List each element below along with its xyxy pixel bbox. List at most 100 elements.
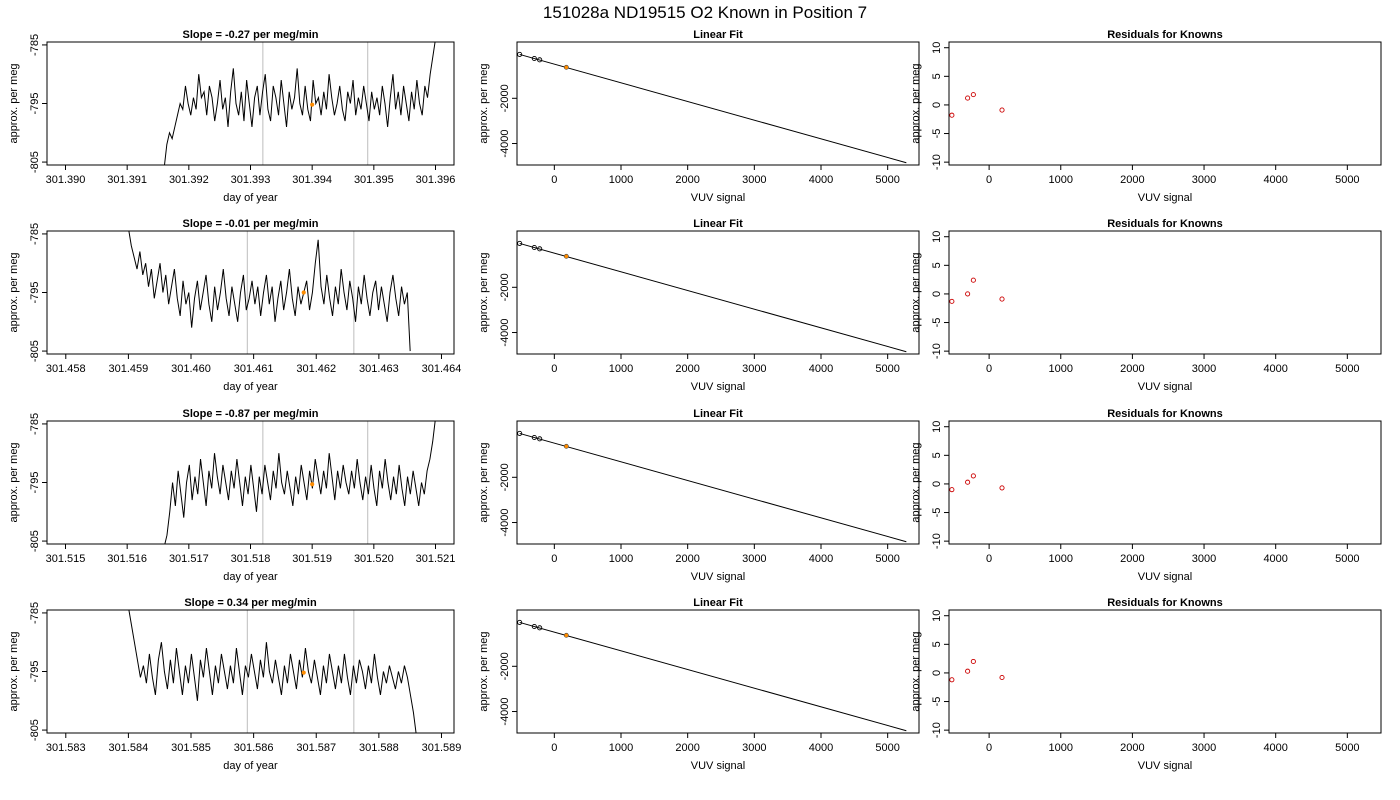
y-tick-label: -10 bbox=[931, 722, 943, 738]
x-axis-label: VUV signal bbox=[691, 192, 745, 204]
y-axis-label: approx. per meg bbox=[8, 442, 20, 522]
x-tick-label: 2000 bbox=[675, 363, 699, 375]
data-point bbox=[517, 240, 523, 246]
data-point bbox=[949, 677, 955, 683]
data-point bbox=[517, 51, 523, 57]
x-tick-label: 301.588 bbox=[359, 742, 399, 754]
x-tick-label: 301.463 bbox=[359, 363, 399, 375]
y-tick-label: -5 bbox=[931, 508, 943, 518]
x-tick-label: 3000 bbox=[1192, 742, 1216, 754]
data-point bbox=[970, 658, 976, 665]
x-tick-label: 301.462 bbox=[296, 363, 336, 375]
x-tick-label: 2000 bbox=[675, 553, 699, 565]
panel-title: Slope = -0.01 per meg/min bbox=[182, 218, 318, 230]
x-tick-label: 4000 bbox=[809, 363, 833, 375]
panel-trace-row2: Slope = -0.01 per meg/min 301.458 301.459 3… bbox=[8, 218, 461, 393]
x-tick-label: 0 bbox=[986, 553, 992, 565]
x-tick-label: 301.520 bbox=[354, 553, 394, 565]
x-tick-label: 4000 bbox=[809, 553, 833, 565]
x-tick-label: 3000 bbox=[742, 742, 766, 754]
data-point bbox=[999, 485, 1005, 491]
y-tick-label: 10 bbox=[931, 231, 943, 243]
x-tick-label: 301.583 bbox=[46, 742, 86, 754]
y-axis-label: approx. per meg bbox=[8, 252, 20, 332]
x-tick-label: 5000 bbox=[1335, 363, 1359, 375]
data-point bbox=[531, 244, 537, 251]
x-tick-label: 4000 bbox=[1263, 363, 1287, 375]
data-point bbox=[517, 619, 523, 625]
x-tick-label: 301.585 bbox=[171, 742, 211, 754]
x-tick-label: 2000 bbox=[1120, 174, 1144, 186]
x-tick-label: 0 bbox=[986, 363, 992, 375]
x-tick-label: 2000 bbox=[675, 742, 699, 754]
plot-frame bbox=[516, 41, 920, 166]
y-tick-label: -10 bbox=[931, 154, 943, 170]
plot-frame bbox=[948, 420, 1382, 545]
x-tick-label: 0 bbox=[551, 742, 557, 754]
panel-grid: Slope = -0.27 per meg/min 301.390 301.391 3… bbox=[8, 29, 1382, 772]
data-point bbox=[517, 430, 523, 436]
panel-residuals-row4: Residuals for Knowns 0 1000 2000 3000 4000 500… bbox=[910, 597, 1382, 772]
x-tick-label: 3000 bbox=[742, 363, 766, 375]
plot-frame bbox=[516, 230, 920, 355]
y-tick-label: 5 bbox=[931, 262, 943, 268]
data-point bbox=[531, 434, 537, 441]
x-tick-label: 2000 bbox=[1120, 553, 1144, 565]
plot-frame bbox=[516, 609, 920, 734]
y-tick-label: -2000 bbox=[499, 84, 511, 112]
x-tick-label: 0 bbox=[986, 174, 992, 186]
x-tick-label: 4000 bbox=[1263, 553, 1287, 565]
y-tick-label: 0 bbox=[931, 481, 943, 487]
fit-line bbox=[519, 621, 907, 732]
x-tick-label: 3000 bbox=[1192, 553, 1216, 565]
plot-frame bbox=[948, 41, 1382, 166]
y-tick-label: -4000 bbox=[499, 697, 511, 725]
y-tick-label: -2000 bbox=[499, 273, 511, 301]
panel-trace-row3: Slope = -0.87 per meg/min 301.515 301.516 3… bbox=[8, 408, 455, 583]
panel-title: Residuals for Knowns bbox=[1107, 29, 1223, 41]
panel-trace-row4: Slope = 0.34 per meg/min 301.583 301.584 30… bbox=[8, 597, 461, 772]
x-tick-label: 5000 bbox=[1335, 742, 1359, 754]
x-tick-label: 5000 bbox=[1335, 174, 1359, 186]
unknown-marker bbox=[301, 670, 306, 675]
unknown-marker bbox=[563, 632, 569, 638]
x-tick-label: 301.586 bbox=[234, 742, 274, 754]
x-tick-label: 301.464 bbox=[422, 363, 462, 375]
plot-frame bbox=[516, 420, 920, 545]
x-axis-label: day of year bbox=[223, 381, 278, 393]
x-tick-label: 301.589 bbox=[422, 742, 462, 754]
x-tick-label: 1000 bbox=[1049, 553, 1073, 565]
x-axis-label: day of year bbox=[223, 571, 278, 583]
x-tick-label: 301.396 bbox=[416, 174, 456, 186]
x-tick-label: 301.393 bbox=[231, 174, 271, 186]
x-tick-label: 4000 bbox=[809, 742, 833, 754]
unknown-marker bbox=[563, 253, 569, 259]
y-tick-label: -4000 bbox=[499, 129, 511, 157]
unknown-marker bbox=[310, 482, 315, 487]
panel-title: Residuals for Knowns bbox=[1107, 597, 1223, 609]
x-tick-label: 2000 bbox=[1120, 742, 1144, 754]
x-tick-label: 301.517 bbox=[169, 553, 209, 565]
x-tick-label: 301.391 bbox=[107, 174, 147, 186]
plot-frame bbox=[948, 609, 1382, 734]
series-line bbox=[128, 231, 411, 352]
x-tick-label: 301.461 bbox=[234, 363, 274, 375]
panel-trace-row1: Slope = -0.27 per meg/min 301.390 301.391 3… bbox=[8, 29, 455, 204]
y-tick-label: -2000 bbox=[499, 463, 511, 491]
y-tick-label: -5 bbox=[931, 697, 943, 707]
data-point bbox=[999, 296, 1005, 302]
x-tick-label: 3000 bbox=[1192, 363, 1216, 375]
x-axis-label: VUV signal bbox=[691, 571, 745, 583]
panel-residuals-row3: Residuals for Knowns 0 1000 2000 3000 4000 500… bbox=[910, 408, 1382, 583]
y-tick-label: -805 bbox=[29, 530, 41, 552]
x-tick-label: 5000 bbox=[875, 553, 899, 565]
y-tick-label: 10 bbox=[931, 610, 943, 622]
y-axis-label: approx. per meg bbox=[910, 63, 922, 143]
unknown-marker bbox=[563, 443, 569, 449]
y-tick-label: -805 bbox=[29, 340, 41, 362]
unknown-marker bbox=[563, 64, 569, 70]
data-point bbox=[970, 277, 976, 283]
plot-frame bbox=[46, 41, 455, 166]
data-point bbox=[531, 623, 537, 630]
panel-residuals-row2: Residuals for Knowns 0 1000 2000 3000 4000 500… bbox=[910, 218, 1382, 393]
